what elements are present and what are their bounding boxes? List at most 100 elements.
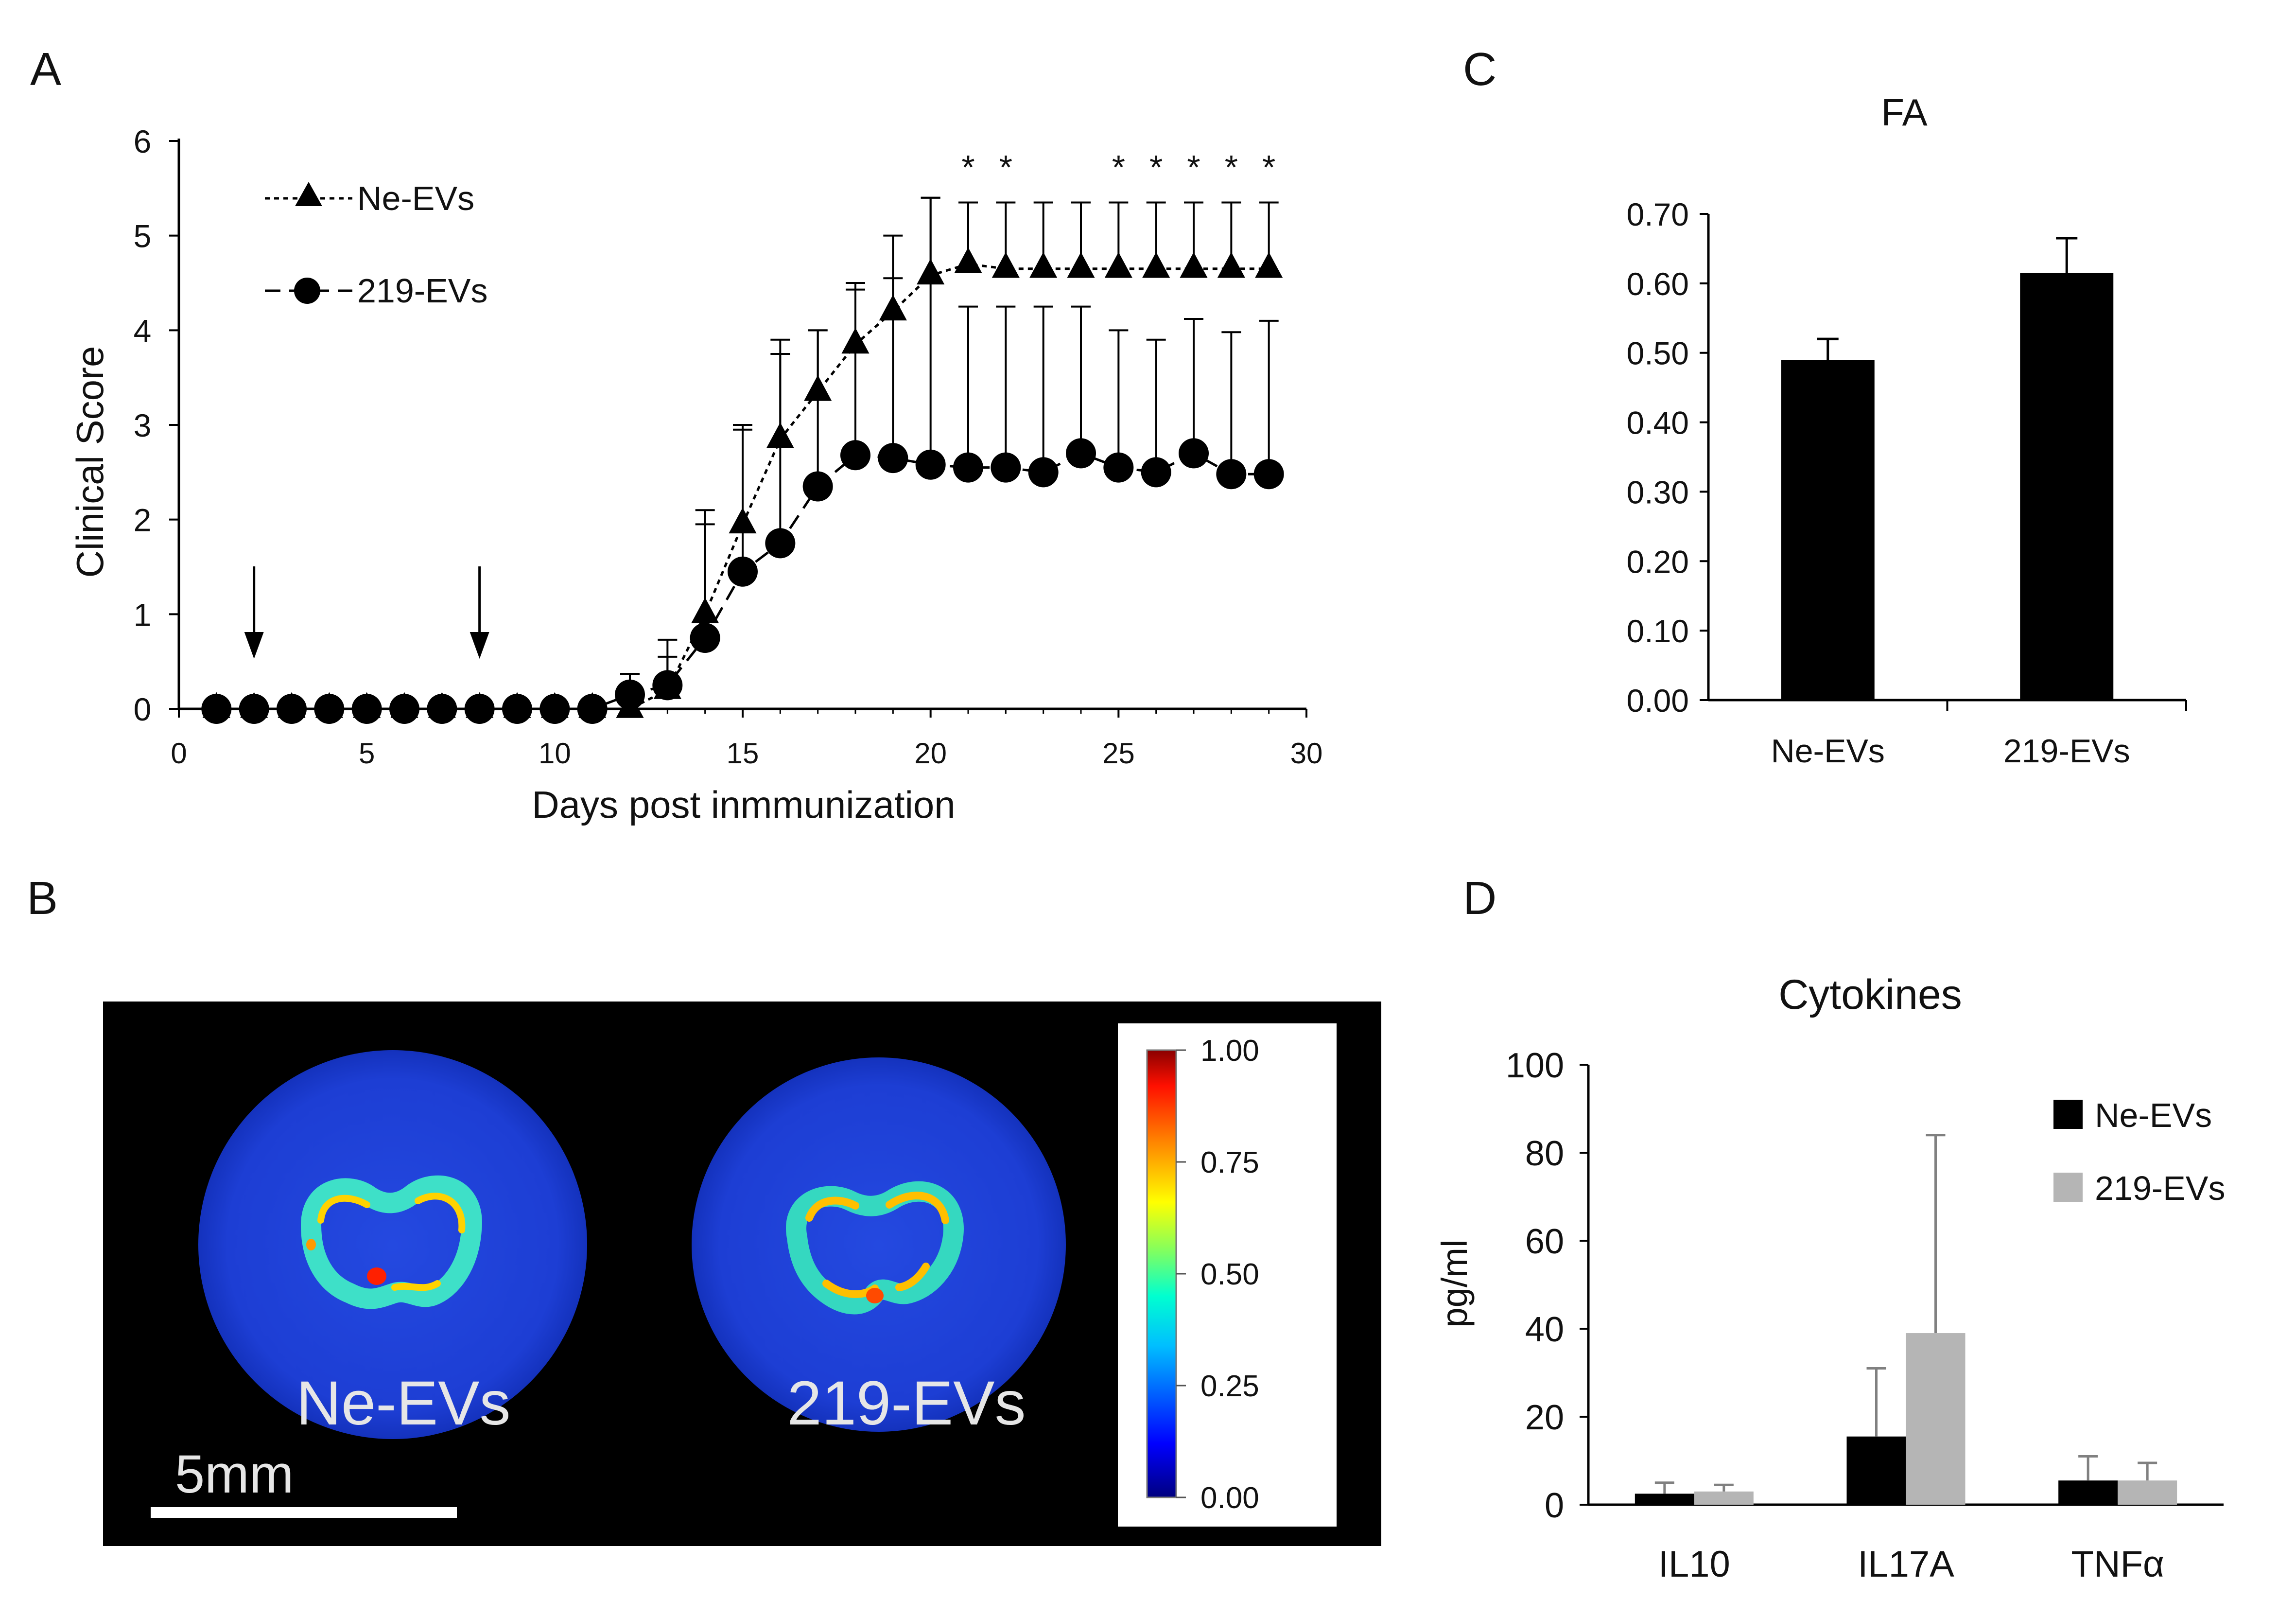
y-tick-label: 2 bbox=[134, 502, 152, 538]
map-label-219-evs: 219-EVs bbox=[787, 1369, 1026, 1438]
scale-bar-label: 5mm bbox=[175, 1444, 294, 1504]
y-tick-label: 60 bbox=[1525, 1222, 1564, 1261]
y-tick-label: 80 bbox=[1525, 1134, 1564, 1173]
scale-bar bbox=[151, 1507, 457, 1518]
panel-letter-b: B bbox=[27, 872, 58, 924]
white-matter-ring-hot bbox=[805, 1192, 949, 1298]
data-point bbox=[840, 440, 870, 471]
y-tick-label: 100 bbox=[1506, 1046, 1564, 1085]
category-label: IL17A bbox=[1858, 1544, 1954, 1585]
y-tick-label: 6 bbox=[134, 123, 152, 159]
data-point bbox=[577, 694, 608, 724]
hot-spot bbox=[866, 1288, 884, 1303]
data-point bbox=[389, 694, 419, 724]
category-label: TNFα bbox=[2071, 1544, 2164, 1585]
map-disc bbox=[692, 1057, 1066, 1432]
data-point bbox=[1104, 252, 1132, 278]
x-tick-label: 10 bbox=[539, 737, 571, 770]
significance-mark: * bbox=[961, 148, 974, 186]
data-point bbox=[1028, 457, 1059, 488]
data-point bbox=[1103, 452, 1134, 483]
data-point bbox=[802, 471, 833, 502]
bar bbox=[1635, 1494, 1694, 1505]
data-point bbox=[690, 623, 720, 653]
bar bbox=[1694, 1491, 1754, 1505]
fa-tick-labels: 0.00 0.10 0.20 0.30 0.40 0.50 0.60 0.70 bbox=[1627, 196, 1689, 719]
fa-bars bbox=[1781, 273, 2114, 700]
legend-label-219-evs: 219-EVs bbox=[357, 272, 487, 310]
fa-error-bars bbox=[1817, 237, 2078, 360]
spinal-cord-map-219-evs: 219-EVs bbox=[692, 1057, 1066, 1438]
data-point bbox=[464, 694, 495, 724]
hot-spot-2 bbox=[306, 1239, 316, 1250]
legend-label-ne-evs: Ne-EVs bbox=[2095, 1096, 2212, 1134]
x-tick-label: 5 bbox=[359, 737, 375, 770]
arrow-head bbox=[244, 632, 264, 659]
y-tick-label: 0.40 bbox=[1627, 405, 1689, 441]
bar bbox=[2058, 1480, 2118, 1505]
y-tick-label: 3 bbox=[134, 407, 152, 443]
clinical-score-tick-labels: 0 1 2 3 4 5 6 0 5 10 15 20 25 30 bbox=[134, 123, 1323, 770]
data-point bbox=[691, 598, 719, 624]
colorbar: 1.00 0.75 0.50 0.25 0.00 bbox=[1118, 1023, 1337, 1527]
colorbar-tick-label: 0.75 bbox=[1200, 1146, 1259, 1179]
y-tick-label: 0.60 bbox=[1627, 266, 1689, 302]
clinical-score-markers bbox=[201, 247, 1284, 724]
data-point bbox=[728, 556, 758, 587]
category-label: IL10 bbox=[1658, 1544, 1730, 1585]
cytokines-legend: Ne-EVs 219-EVs bbox=[2053, 1096, 2225, 1207]
data-point bbox=[991, 252, 1020, 278]
hot-spot bbox=[367, 1267, 386, 1285]
cytokines-category-labels: IL10 IL17A TNFα bbox=[1658, 1544, 2164, 1585]
legend-marker-219-evs bbox=[294, 278, 320, 304]
data-point bbox=[765, 528, 796, 559]
bar bbox=[1781, 360, 1875, 700]
category-label: Ne-EVs bbox=[1771, 733, 1885, 770]
x-tick-label: 15 bbox=[727, 737, 759, 770]
bar bbox=[1846, 1436, 1906, 1505]
data-point bbox=[879, 295, 907, 321]
legend-swatch-ne-evs bbox=[2053, 1100, 2083, 1129]
data-point bbox=[427, 694, 457, 724]
cytokines-tick-labels: 0 20 40 60 80 100 bbox=[1506, 1046, 1564, 1525]
data-point bbox=[1179, 438, 1209, 469]
x-tick-label: 25 bbox=[1102, 737, 1135, 770]
legend-label-ne-evs: Ne-EVs bbox=[357, 179, 474, 217]
y-tick-label: 0.10 bbox=[1627, 613, 1689, 649]
data-point bbox=[1253, 459, 1284, 490]
clinical-score-error-bars bbox=[620, 196, 1279, 695]
data-point bbox=[201, 694, 232, 724]
legend-marker-ne-evs bbox=[295, 182, 322, 206]
y-tick-label: 20 bbox=[1525, 1398, 1564, 1437]
data-point bbox=[1216, 459, 1247, 490]
clinical-score-xlabel: Days post inmmunization bbox=[532, 783, 955, 826]
cytokines-ylabel: pg/ml bbox=[1434, 1240, 1475, 1328]
fa-bar-chart: FA 0.00 0.10 0.20 0.30 0.40 0.50 0.60 0.70 Ne-E… bbox=[1627, 91, 2187, 770]
bar bbox=[1906, 1333, 1966, 1505]
x-tick-label: 20 bbox=[914, 737, 947, 770]
clinical-score-chart: 0 1 2 3 4 5 6 0 5 10 15 20 25 30 * * * * * * * Ne-EVs 219-E… bbox=[69, 123, 1322, 826]
colorbar-ticks: 1.00 0.75 0.50 0.25 0.00 bbox=[1176, 1034, 1259, 1515]
data-point bbox=[314, 694, 345, 724]
data-point bbox=[729, 508, 757, 534]
arrow-head bbox=[470, 632, 489, 659]
data-point bbox=[1067, 252, 1095, 278]
data-point bbox=[1066, 438, 1096, 469]
clinical-score-legend: Ne-EVs 219-EVs bbox=[265, 179, 487, 310]
data-point bbox=[652, 670, 683, 701]
y-tick-label: 0.20 bbox=[1627, 544, 1689, 580]
data-point bbox=[1180, 252, 1208, 278]
significance-mark: * bbox=[1262, 148, 1275, 186]
y-tick-label: 0 bbox=[1545, 1486, 1564, 1525]
y-tick-label: 0.50 bbox=[1627, 335, 1689, 371]
legend-swatch-219-evs bbox=[2053, 1173, 2083, 1202]
data-point bbox=[539, 694, 570, 724]
cytokines-error-bars bbox=[1654, 1134, 2157, 1494]
fa-title: FA bbox=[1881, 91, 1927, 134]
data-point bbox=[1141, 457, 1171, 488]
panel-letter-d: D bbox=[1463, 872, 1496, 924]
data-point bbox=[1142, 252, 1170, 278]
legend-label-219-evs: 219-EVs bbox=[2095, 1169, 2225, 1207]
y-tick-label: 0.70 bbox=[1627, 196, 1689, 232]
y-tick-label: 40 bbox=[1525, 1310, 1564, 1349]
